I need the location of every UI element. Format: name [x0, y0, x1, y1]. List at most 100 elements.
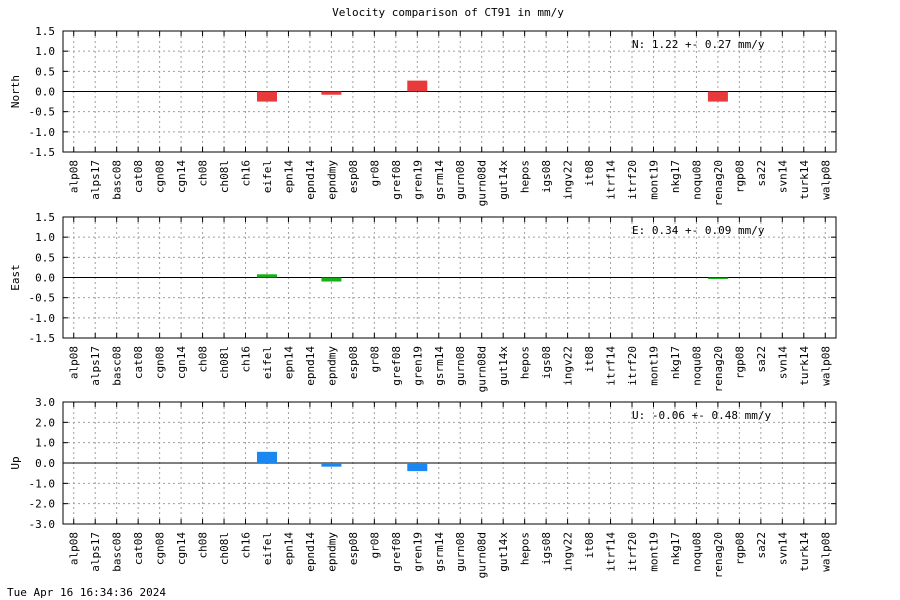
bar-renag20: [707, 91, 728, 102]
x-tick-label: epn14: [282, 346, 295, 379]
x-tick-label: sa22: [755, 346, 768, 373]
x-tick-label: itrf14: [605, 346, 618, 386]
panel-north: 1.5 1.0 0.5 0.0 -0.5 -1.0 -1.5 alp08 alps17 basc0…: [9, 25, 837, 206]
x-tick-label: nkg17: [669, 160, 682, 193]
x-tick-label: epn14: [282, 160, 295, 193]
x-tick-label: cgn08: [154, 160, 167, 193]
x-tick-label: itrf20: [626, 160, 639, 200]
x-tick-label: mont19: [647, 532, 660, 572]
y-tick-label: -1.5: [29, 146, 56, 159]
x-tick-label: gsrm14: [433, 160, 446, 200]
x-tick-label: gurn08: [454, 160, 467, 200]
y-tick-label: 1.0: [35, 437, 55, 450]
y-tick-label: 1.5: [35, 25, 55, 38]
plot-frame: [62, 401, 837, 525]
stats-annotation: U: -0.06 +- 0.48 mm/y: [632, 409, 771, 422]
x-tick-label: gurn08d: [476, 532, 489, 578]
bar-eifel: [256, 451, 277, 463]
x-tick-label: walp08: [819, 346, 832, 386]
x-tick-label: esp08: [347, 346, 360, 379]
y-tick-label: 2.0: [35, 416, 55, 429]
x-tick-label: nkg17: [669, 346, 682, 379]
x-tick-label: ch16: [240, 346, 253, 373]
x-tick-label: cgn08: [154, 346, 167, 379]
x-tick-label: gref08: [390, 160, 403, 200]
x-tick-label: mont19: [647, 160, 660, 200]
y-tick-label: -1.0: [29, 477, 56, 490]
stats-annotation: E: 0.34 +- 0.09 mm/y: [632, 224, 765, 237]
x-tick-label: noqu08: [690, 532, 703, 572]
y-tick-label: -3.0: [29, 518, 56, 531]
x-tick-label: basc08: [111, 346, 124, 386]
x-tick-label: it08: [583, 346, 596, 373]
x-tick-label: svn14: [776, 346, 789, 379]
x-tick-label: itrf14: [605, 532, 618, 572]
bar-epndmy: [321, 91, 342, 95]
x-tick-label: mont19: [647, 346, 660, 386]
x-tick-label: igs08: [540, 346, 553, 379]
x-tick-label: cat08: [132, 346, 145, 379]
x-tick-label: svn14: [776, 532, 789, 565]
plot-frame: [62, 216, 837, 339]
x-tick-label: gren19: [411, 160, 424, 200]
y-tick-label: -1.0: [29, 126, 56, 139]
bar-eifel: [256, 274, 277, 278]
x-tick-label: epnd14: [304, 532, 317, 572]
x-tick-label: itrf20: [626, 346, 639, 386]
x-tick-label: it08: [583, 160, 596, 187]
x-tick-label: gurn08d: [476, 160, 489, 206]
x-tick-label: rgp08: [733, 160, 746, 193]
x-tick-label: hepos: [519, 532, 532, 565]
y-tick-label: 0.0: [35, 86, 55, 99]
x-tick-label: sa22: [755, 532, 768, 559]
x-tick-label: alps17: [89, 532, 102, 572]
x-tick-label: ch08: [197, 346, 210, 373]
x-tick-label: noqu08: [690, 160, 703, 200]
chart-title: Velocity comparison of CT91 in mm/y: [332, 6, 564, 19]
x-tick-label: gut14x: [497, 346, 510, 386]
x-tick-label: gsrm14: [433, 532, 446, 572]
x-tick-label: gr08: [368, 532, 381, 559]
y-tick-label: -0.5: [29, 292, 56, 305]
x-tick-label: turk14: [798, 346, 811, 386]
x-tick-label: ingv22: [562, 532, 575, 572]
x-tick-label: basc08: [111, 532, 124, 572]
x-tick-label: turk14: [798, 160, 811, 200]
x-tick-label: ch16: [240, 160, 253, 187]
x-tick-label: alp08: [68, 532, 81, 565]
y-tick-label: 1.5: [35, 211, 55, 224]
x-tick-label: basc08: [111, 160, 124, 200]
x-tick-label: gren19: [411, 532, 424, 572]
x-tick-label: esp08: [347, 532, 360, 565]
x-tick-label: it08: [583, 532, 596, 559]
x-tick-label: gref08: [390, 532, 403, 572]
x-tick-label: alps17: [89, 346, 102, 386]
x-tick-label: cat08: [132, 160, 145, 193]
bar-epndmy: [321, 463, 342, 467]
y-tick-label: 1.0: [35, 45, 55, 58]
x-tick-label: eifel: [261, 160, 274, 193]
x-tick-label: ingv22: [562, 160, 575, 200]
x-tick-label: ch08l: [218, 532, 231, 565]
y-axis-label: North: [9, 75, 22, 108]
x-tick-label: cgn14: [175, 160, 188, 193]
x-tick-label: gut14x: [497, 532, 510, 572]
y-tick-label: -0.5: [29, 106, 56, 119]
timestamp: Tue Apr 16 16:34:36 2024: [7, 586, 166, 599]
x-tick-label: nkg17: [669, 532, 682, 565]
x-tick-label: rgp08: [733, 532, 746, 565]
x-tick-label: epndmy: [325, 532, 338, 572]
x-tick-label: epnd14: [304, 346, 317, 386]
bar-gren19: [407, 463, 428, 472]
y-tick-label: 1.0: [35, 231, 55, 244]
stats-annotation: N: 1.22 +- 0.27 mm/y: [632, 38, 765, 51]
x-tick-label: walp08: [819, 532, 832, 572]
x-tick-label: cat08: [132, 532, 145, 565]
x-tick-label: noqu08: [690, 346, 703, 386]
x-tick-label: epnd14: [304, 160, 317, 200]
x-tick-label: cgn14: [175, 532, 188, 565]
x-tick-label: cgn14: [175, 346, 188, 379]
x-tick-label: alp08: [68, 346, 81, 379]
x-tick-label: gref08: [390, 346, 403, 386]
